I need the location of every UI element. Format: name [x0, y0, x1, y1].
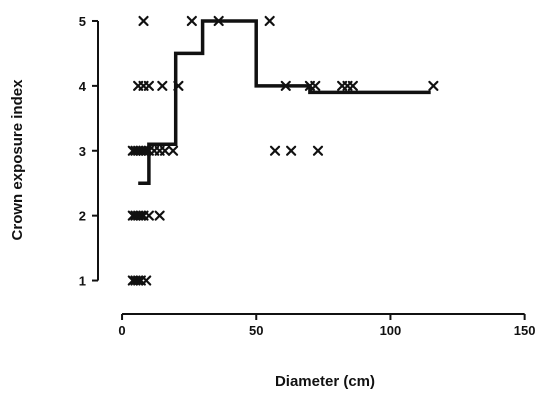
data-point: [286, 145, 297, 156]
x-tick-label: 100: [380, 323, 402, 338]
y-tick-label: 3: [79, 144, 86, 159]
data-point: [141, 275, 152, 286]
data-point: [264, 15, 275, 27]
data-point: [143, 80, 154, 91]
data-point: [138, 15, 149, 27]
data-point: [157, 80, 168, 91]
x-tick-label: 0: [118, 323, 125, 338]
data-point: [312, 145, 324, 156]
data-point: [159, 145, 171, 156]
x-axis-title: Diameter (cm): [275, 373, 375, 390]
step-fit-line: [138, 19, 431, 185]
data-point: [428, 80, 439, 91]
y-tick-label: 4: [79, 79, 87, 94]
x-ticks: 0 50 100 150: [118, 314, 535, 338]
y-tick-label: 5: [79, 14, 86, 29]
data-point: [167, 145, 179, 156]
x-tick-label: 50: [249, 323, 263, 338]
data-point: [143, 210, 154, 221]
y-ticks: 1 2 3 4 5: [79, 14, 98, 289]
data-point: [310, 80, 321, 91]
data-point: [269, 145, 281, 156]
y-tick-label: 2: [79, 209, 86, 224]
y-axis-title: Crown exposure index: [9, 79, 26, 241]
x-tick-label: 150: [514, 323, 536, 338]
data-point: [186, 15, 197, 27]
data-point: [135, 210, 146, 221]
y-tick-label: 1: [79, 274, 86, 289]
data-point: [347, 80, 358, 91]
data-point: [154, 210, 165, 221]
data-point: [133, 275, 144, 286]
axes: [97, 20, 525, 315]
